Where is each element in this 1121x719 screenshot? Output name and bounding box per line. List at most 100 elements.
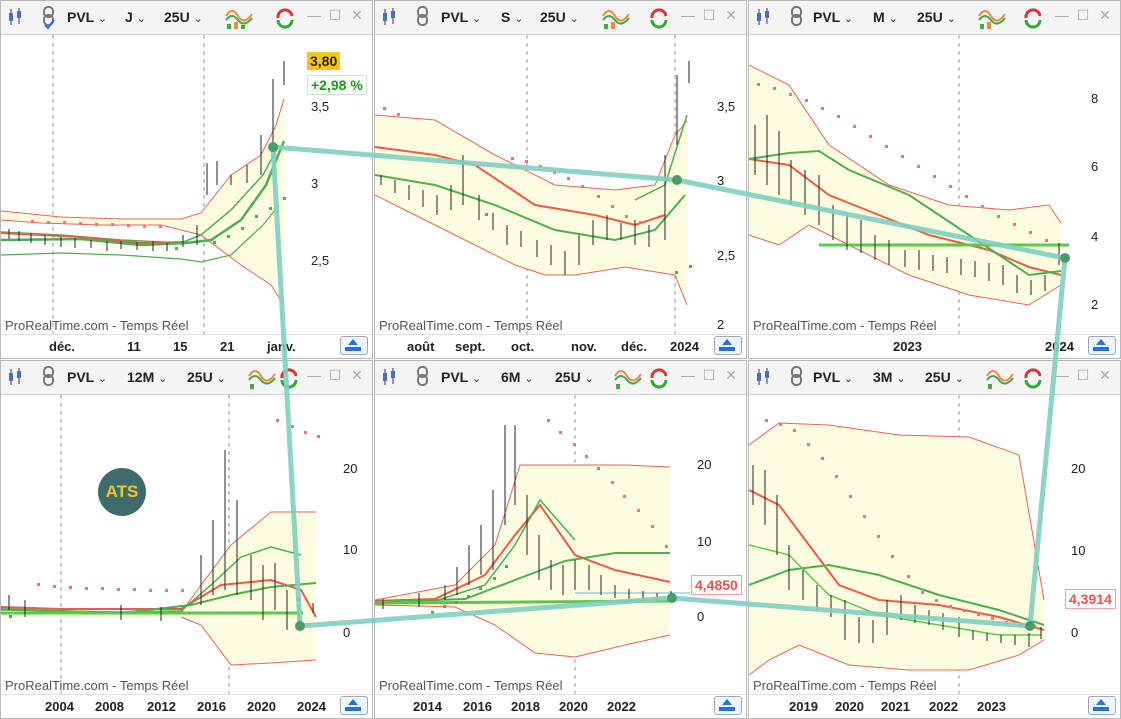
link-icon[interactable]: [789, 6, 805, 30]
price-chart[interactable]: [749, 395, 1121, 697]
candlestick-icon[interactable]: [381, 6, 399, 28]
indicator-icon[interactable]: [601, 6, 631, 30]
price-chart[interactable]: [1, 35, 373, 337]
last-price-label: 3,80: [307, 52, 341, 70]
y-tick: 0: [343, 625, 351, 640]
close-button[interactable]: ✕: [351, 367, 363, 383]
refresh-icon[interactable]: [273, 6, 297, 30]
close-button[interactable]: ✕: [725, 367, 737, 383]
maximize-button[interactable]: ☐: [328, 7, 342, 23]
period-selector[interactable]: S ⌄: [501, 9, 524, 25]
close-button[interactable]: ✕: [1099, 367, 1111, 383]
minimize-button[interactable]: —: [307, 7, 321, 23]
candlestick-icon[interactable]: [7, 366, 25, 388]
maximize-button[interactable]: ☐: [1076, 367, 1090, 383]
link-icon[interactable]: [41, 366, 57, 390]
y-tick: 3,5: [311, 99, 330, 114]
maximize-button[interactable]: ☐: [702, 7, 716, 23]
x-tick: nov.: [571, 339, 597, 354]
y-tick: 4: [1091, 229, 1099, 244]
y-tick: 10: [343, 542, 358, 557]
indicator-icon[interactable]: [247, 366, 277, 390]
x-tick: janv.: [267, 339, 296, 354]
x-tick: 2022: [929, 699, 958, 714]
refresh-icon[interactable]: [647, 366, 671, 390]
x-tick: sept.: [455, 339, 486, 354]
period-selector[interactable]: J ⌄: [125, 9, 146, 25]
refresh-icon[interactable]: [1021, 6, 1045, 30]
refresh-icon[interactable]: [1021, 366, 1045, 390]
price-chart[interactable]: [749, 35, 1121, 337]
scroll-to-end-button[interactable]: [1088, 336, 1116, 355]
period-selector[interactable]: 12M ⌄: [127, 369, 168, 385]
scroll-to-end-button[interactable]: [1088, 696, 1116, 715]
indicator-icon[interactable]: [985, 366, 1015, 390]
indicator-icon[interactable]: [977, 6, 1007, 30]
units-selector[interactable]: 25U ⌄: [164, 9, 203, 25]
candlestick-icon[interactable]: [381, 366, 399, 388]
y-tick: 3: [717, 173, 725, 188]
symbol-selector[interactable]: PVL ⌄: [813, 369, 854, 385]
maximize-button[interactable]: ☐: [328, 367, 342, 383]
panel-toolbar: PVL ⌄ 6M ⌄ 25U ⌄ — ☐ ✕: [375, 361, 746, 395]
symbol-selector[interactable]: PVL ⌄: [67, 9, 108, 25]
units-selector[interactable]: 25U ⌄: [555, 369, 594, 385]
x-tick: déc.: [49, 339, 76, 354]
maximize-button[interactable]: ☐: [1076, 7, 1090, 23]
minimize-button[interactable]: —: [681, 7, 695, 23]
link-icon[interactable]: [41, 6, 57, 30]
y-tick: 3,5: [717, 99, 736, 114]
units-selector[interactable]: 25U ⌄: [917, 9, 956, 25]
scroll-icon: [345, 699, 361, 711]
indicator-icon[interactable]: [613, 366, 643, 390]
close-button[interactable]: ✕: [1099, 7, 1111, 23]
chart-panel-semiannual[interactable]: PVL ⌄ 6M ⌄ 25U ⌄ — ☐ ✕ 20 10 0 4,4850 Pr…: [374, 360, 747, 719]
chart-panel-quarterly[interactable]: PVL ⌄ 3M ⌄ 25U ⌄ — ☐ ✕ 20 10 0 4,3914 Pr…: [748, 360, 1121, 719]
link-icon[interactable]: [415, 6, 431, 30]
symbol-selector[interactable]: PVL ⌄: [813, 9, 854, 25]
period-selector[interactable]: 6M ⌄: [501, 369, 534, 385]
symbol-selector[interactable]: PVL ⌄: [67, 369, 108, 385]
scroll-to-end-button[interactable]: [714, 336, 742, 355]
maximize-button[interactable]: ☐: [702, 367, 716, 383]
scroll-icon: [1093, 339, 1109, 351]
chart-panel-yearly[interactable]: PVL ⌄ 12M ⌄ 25U ⌄ — ☐ ✕ ATS 20 10 0 ProR…: [0, 360, 373, 719]
price-chart[interactable]: [375, 395, 747, 697]
link-icon[interactable]: [415, 366, 431, 390]
minimize-button[interactable]: —: [1055, 367, 1069, 383]
scroll-to-end-button[interactable]: [340, 696, 368, 715]
close-button[interactable]: ✕: [351, 7, 363, 23]
symbol-selector[interactable]: PVL ⌄: [441, 9, 482, 25]
minimize-button[interactable]: —: [681, 367, 695, 383]
link-icon[interactable]: [789, 366, 805, 390]
close-button[interactable]: ✕: [725, 7, 737, 23]
x-tick: 21: [220, 339, 235, 354]
x-tick: 2022: [607, 699, 636, 714]
chart-panel-weekly[interactable]: PVL ⌄ S ⌄ 25U ⌄ — ☐ ✕ 3,5 3 2,5 2 ProRea…: [374, 0, 747, 359]
period-selector[interactable]: 3M ⌄: [873, 369, 906, 385]
minimize-button[interactable]: —: [1055, 7, 1069, 23]
units-selector[interactable]: 25U ⌄: [925, 369, 964, 385]
scroll-to-end-button[interactable]: [340, 336, 368, 355]
minimize-button[interactable]: —: [307, 367, 321, 383]
candlestick-icon[interactable]: [755, 6, 773, 28]
scroll-to-end-button[interactable]: [714, 696, 742, 715]
price-chart[interactable]: [375, 35, 747, 337]
candlestick-icon[interactable]: [755, 366, 773, 388]
candlestick-icon[interactable]: [7, 6, 25, 28]
period-selector[interactable]: M ⌄: [873, 9, 898, 25]
refresh-icon[interactable]: [647, 6, 671, 30]
watermark: ProRealTime.com - Temps Réel: [5, 318, 189, 333]
refresh-icon[interactable]: [277, 366, 301, 390]
price-chart[interactable]: [1, 395, 373, 697]
symbol-selector[interactable]: PVL ⌄: [441, 369, 482, 385]
x-axis: déc. 11 15 21 janv.: [1, 334, 372, 358]
chart-panel-monthly[interactable]: PVL ⌄ M ⌄ 25U ⌄ — ☐ ✕ 8 6 4 2 ProRealTim…: [748, 0, 1121, 359]
chart-panel-daily[interactable]: PVL ⌄ J ⌄ 25U ⌄ — ☐ ✕ 3,5 3 2,5 3,80 +2,…: [0, 0, 373, 359]
y-tick: 10: [1071, 543, 1086, 558]
units-selector[interactable]: 25U ⌄: [187, 369, 226, 385]
indicator-icon[interactable]: [224, 6, 254, 30]
panel-toolbar: PVL ⌄ 3M ⌄ 25U ⌄ — ☐ ✕: [749, 361, 1120, 395]
units-selector[interactable]: 25U ⌄: [540, 9, 579, 25]
panel-toolbar: PVL ⌄ M ⌄ 25U ⌄ — ☐ ✕: [749, 1, 1120, 35]
